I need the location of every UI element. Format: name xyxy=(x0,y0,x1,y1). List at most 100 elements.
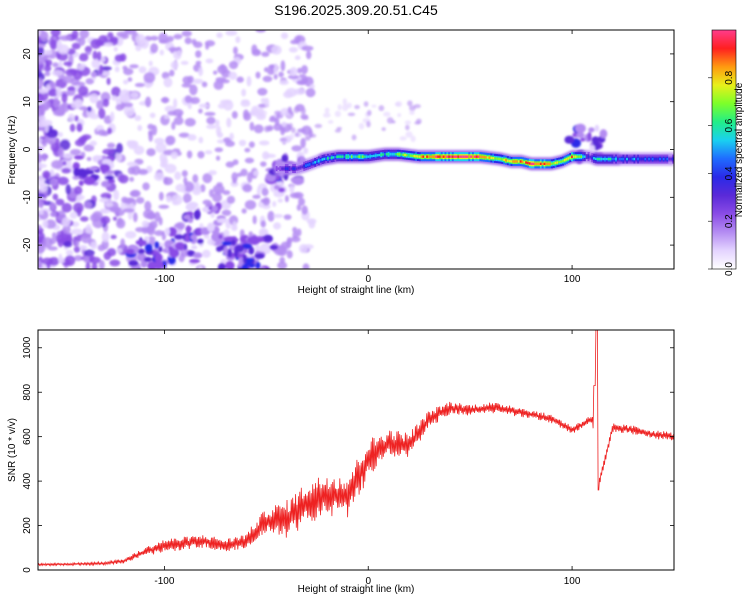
cluster-blob xyxy=(269,245,278,250)
ridge-core xyxy=(446,155,449,158)
snr-frame xyxy=(38,330,674,570)
ridge-core xyxy=(312,161,315,165)
noise-blob xyxy=(205,42,210,50)
noise-blob xyxy=(137,124,143,131)
ridge-core xyxy=(596,157,599,161)
noise-blob xyxy=(163,177,174,186)
ridge-core xyxy=(622,157,625,161)
cluster-blob xyxy=(255,261,261,269)
ridge-core xyxy=(572,155,576,158)
noise-blob xyxy=(203,234,210,239)
noise-blob xyxy=(173,33,183,40)
cluster-blob xyxy=(158,246,163,253)
noise-blob xyxy=(283,214,292,220)
ridge-core xyxy=(578,155,581,158)
noise-blob xyxy=(38,209,44,216)
ridge-core xyxy=(449,155,453,158)
cluster-blob xyxy=(241,263,249,269)
ridge-core xyxy=(358,155,361,158)
snr-x-ticks: -100 0 100 xyxy=(154,330,581,587)
noise-blob xyxy=(49,211,57,218)
ridge-core xyxy=(659,157,662,161)
noise-blob xyxy=(296,204,302,211)
cluster-blob xyxy=(231,239,236,246)
noise-blob xyxy=(212,184,225,194)
noise-blob xyxy=(55,198,65,206)
noise-blob xyxy=(168,47,180,52)
noise-blob xyxy=(302,263,310,269)
noise-blob xyxy=(204,111,216,117)
noise-blob xyxy=(260,228,268,238)
noise-blob xyxy=(86,156,92,162)
ridge-core xyxy=(648,157,651,161)
snr-series-line xyxy=(38,330,674,567)
ridge-core xyxy=(653,157,656,161)
cluster-blob xyxy=(197,238,204,245)
cluster-blob xyxy=(185,234,190,243)
noise-blob xyxy=(96,99,105,110)
noise-blob xyxy=(107,32,114,39)
ridge-core xyxy=(420,155,423,158)
cluster-blob xyxy=(217,263,226,269)
ridge-core xyxy=(286,167,289,170)
cluster-blob xyxy=(183,214,191,220)
noise-blob xyxy=(73,185,83,195)
ridge-core xyxy=(306,163,310,167)
ridge-core xyxy=(284,167,288,170)
noise-blob xyxy=(61,202,73,213)
colorbar-label: Normalized spectral amplitude xyxy=(734,82,745,217)
noise-blob xyxy=(358,122,365,130)
noise-blob xyxy=(120,238,126,250)
noise-blob xyxy=(327,120,334,124)
noise-blob xyxy=(42,170,51,180)
ridge-core xyxy=(464,155,467,158)
cluster-blob xyxy=(564,135,575,144)
noise-blob xyxy=(236,172,243,177)
noise-blob xyxy=(98,108,106,119)
noise-blob xyxy=(56,39,62,51)
ridge-core xyxy=(646,157,649,161)
noise-blob xyxy=(50,142,60,152)
cluster-blob xyxy=(223,246,229,256)
cluster-blob xyxy=(78,180,84,187)
cluster-blob xyxy=(275,174,281,181)
noise-blob xyxy=(62,75,74,84)
cluster-blob xyxy=(73,167,80,177)
noise-blob xyxy=(41,138,49,144)
noise-blob xyxy=(174,171,182,181)
x-tick-label: 100 xyxy=(564,576,581,587)
noise-blob xyxy=(214,147,224,153)
noise-blob xyxy=(160,157,169,167)
ridge-core xyxy=(624,157,627,161)
noise-blob xyxy=(296,228,302,237)
noise-blob xyxy=(279,137,288,142)
noise-blob xyxy=(149,112,156,119)
ridge-core xyxy=(367,155,370,158)
noise-blob xyxy=(38,152,41,163)
noise-blob xyxy=(113,189,120,201)
noise-blob xyxy=(55,86,62,98)
ridge-core xyxy=(330,156,333,159)
noise-blob xyxy=(261,187,269,197)
noise-blob xyxy=(38,120,47,128)
noise-blob xyxy=(314,123,323,129)
ridge-core xyxy=(475,155,478,158)
noise-blob xyxy=(121,196,128,204)
ridge-core xyxy=(591,156,594,159)
noise-blob xyxy=(147,212,156,220)
noise-blob xyxy=(85,78,95,85)
noise-blob xyxy=(115,103,124,111)
noise-blob xyxy=(267,69,275,75)
x-tick-label: 0 xyxy=(365,274,371,285)
ridge-core xyxy=(633,157,636,161)
ridge-core xyxy=(448,155,451,158)
noise-blob xyxy=(58,147,65,159)
ridge-core xyxy=(532,162,535,166)
ridge-core xyxy=(356,155,359,158)
noise-blob xyxy=(334,110,342,118)
noise-blob xyxy=(98,64,104,75)
ridge-core xyxy=(281,167,284,170)
noise-blob xyxy=(124,30,137,35)
noise-blob xyxy=(246,75,252,87)
y-tick-label: 1000 xyxy=(22,336,33,359)
